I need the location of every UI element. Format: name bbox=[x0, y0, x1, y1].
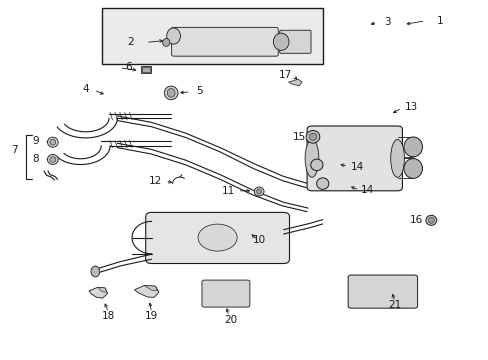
FancyBboxPatch shape bbox=[171, 27, 278, 56]
Text: 11: 11 bbox=[222, 186, 235, 196]
Ellipse shape bbox=[308, 133, 316, 140]
Ellipse shape bbox=[425, 215, 436, 225]
Text: 19: 19 bbox=[144, 311, 158, 321]
Text: 15: 15 bbox=[292, 132, 305, 142]
FancyBboxPatch shape bbox=[145, 212, 289, 264]
Text: 7: 7 bbox=[11, 145, 18, 156]
Polygon shape bbox=[144, 285, 157, 291]
Text: 10: 10 bbox=[252, 235, 265, 246]
Ellipse shape bbox=[50, 139, 56, 145]
Text: 14: 14 bbox=[360, 185, 374, 195]
Polygon shape bbox=[98, 287, 106, 292]
Text: 17: 17 bbox=[278, 70, 291, 80]
Ellipse shape bbox=[162, 39, 170, 46]
Text: 16: 16 bbox=[409, 215, 423, 225]
Text: 18: 18 bbox=[102, 311, 115, 321]
Text: 4: 4 bbox=[82, 84, 89, 94]
Text: 6: 6 bbox=[124, 62, 131, 72]
Bar bbox=[102, 8, 322, 64]
Ellipse shape bbox=[164, 86, 178, 100]
Text: 21: 21 bbox=[387, 300, 401, 310]
FancyBboxPatch shape bbox=[279, 30, 310, 53]
Text: 14: 14 bbox=[349, 162, 363, 172]
Ellipse shape bbox=[310, 159, 323, 171]
Ellipse shape bbox=[403, 158, 422, 178]
Ellipse shape bbox=[427, 217, 433, 223]
Ellipse shape bbox=[305, 139, 318, 177]
Ellipse shape bbox=[47, 154, 58, 165]
Text: 12: 12 bbox=[148, 176, 162, 186]
Ellipse shape bbox=[390, 139, 404, 177]
Ellipse shape bbox=[198, 224, 237, 251]
Bar bbox=[141, 66, 150, 73]
Ellipse shape bbox=[273, 33, 288, 50]
Polygon shape bbox=[134, 285, 159, 297]
Text: 8: 8 bbox=[32, 154, 39, 165]
Ellipse shape bbox=[91, 266, 100, 277]
Ellipse shape bbox=[254, 187, 264, 196]
Text: 1: 1 bbox=[436, 16, 443, 26]
Ellipse shape bbox=[167, 89, 175, 97]
Polygon shape bbox=[89, 287, 107, 298]
Ellipse shape bbox=[316, 178, 328, 189]
FancyBboxPatch shape bbox=[202, 280, 249, 307]
Ellipse shape bbox=[256, 189, 261, 194]
Text: 20: 20 bbox=[224, 315, 237, 325]
Text: 13: 13 bbox=[404, 102, 418, 112]
Ellipse shape bbox=[47, 137, 58, 147]
Text: 9: 9 bbox=[32, 136, 39, 147]
Text: 2: 2 bbox=[127, 37, 134, 48]
FancyBboxPatch shape bbox=[347, 275, 417, 308]
Bar bbox=[142, 67, 149, 72]
Polygon shape bbox=[288, 79, 302, 86]
Ellipse shape bbox=[305, 130, 319, 143]
Ellipse shape bbox=[166, 28, 180, 44]
Text: 5: 5 bbox=[196, 86, 203, 96]
Ellipse shape bbox=[50, 157, 56, 162]
Text: 3: 3 bbox=[384, 17, 390, 27]
Ellipse shape bbox=[403, 137, 422, 157]
FancyBboxPatch shape bbox=[306, 126, 402, 191]
